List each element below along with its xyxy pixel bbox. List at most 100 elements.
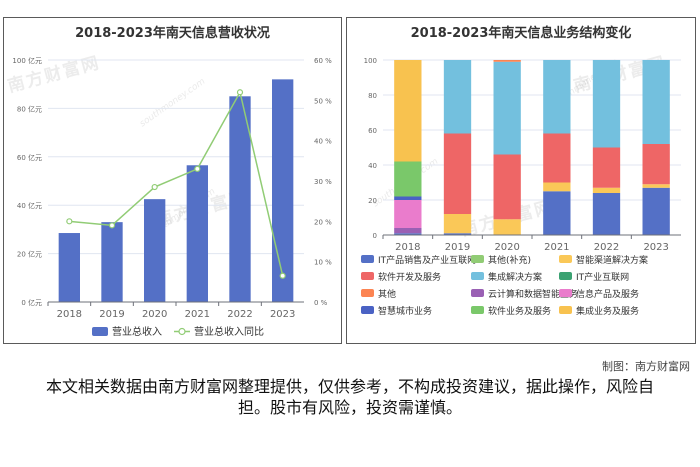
legend-label: IT产品销售及产业互联网 <box>378 254 476 266</box>
stacked-segment <box>394 196 422 200</box>
right-axis-tick-label: 60 % <box>314 57 332 65</box>
legend-label: 营业总收入同比 <box>194 325 264 338</box>
stacked-segment <box>543 182 571 192</box>
right-axis-tick-label: 40 % <box>314 138 332 146</box>
y-axis-tick-label: 0 <box>373 232 377 240</box>
right-axis-tick-label: 0 % <box>314 299 328 307</box>
legend-label: IT产业互联网 <box>576 271 629 283</box>
legend-swatch <box>471 255 484 263</box>
legend-label: 软件开发及服务 <box>378 271 441 283</box>
stacked-segment <box>592 60 621 148</box>
legend-label: 智能渠道解决方案 <box>576 254 648 266</box>
x-axis-tick-label: 2020 <box>494 242 519 253</box>
revenue-bar <box>272 79 294 302</box>
stacked-segment <box>394 200 422 228</box>
revenue-chart-title: 2018-2023年南天信息营收状况 <box>75 26 270 41</box>
revenue-bar <box>58 233 80 302</box>
stacked-segment <box>642 187 670 235</box>
stacked-segment <box>642 184 670 188</box>
legend-swatch <box>559 255 572 263</box>
y-axis-tick-label: 80 <box>368 92 377 100</box>
x-axis-tick-label: 2022 <box>594 242 619 253</box>
stacked-segment <box>493 154 521 220</box>
stacked-segment <box>394 233 422 235</box>
legend-swatch <box>559 272 572 280</box>
revenue-chart: 0 亿元 20 亿元 40 亿元 60 亿元 80 亿元 100 亿元 0 % 10 % 20 … <box>12 56 332 338</box>
growth-point <box>108 222 116 229</box>
stacked-segment <box>443 214 472 234</box>
x-axis-tick-label: 2021 <box>185 309 210 320</box>
legend-swatch <box>559 306 572 314</box>
legend-label: 营业总收入 <box>112 325 162 338</box>
stacked-segment <box>592 187 621 193</box>
growth-line <box>69 90 284 276</box>
business-structure-chart-title: 2018-2023年南天信息业务结构变化 <box>410 26 632 41</box>
x-axis-tick-label: 2018 <box>57 309 82 320</box>
legend-label: 软件业务及服务 <box>488 305 551 317</box>
growth-point <box>236 89 244 96</box>
stacked-segment <box>443 60 472 134</box>
x-axis-tick-label: 2019 <box>445 242 470 253</box>
chart-credit: 制图：南方财富网 <box>602 360 690 373</box>
stacked-segment <box>493 219 521 235</box>
stacked-segment <box>394 228 422 234</box>
revenue-bar <box>186 165 208 302</box>
legend-label: 其他(补充) <box>488 254 531 266</box>
legend-swatch-marker <box>178 327 186 336</box>
growth-point <box>151 183 158 191</box>
legend-swatch <box>361 255 374 263</box>
stacked-segment <box>493 61 521 155</box>
right-axis-tick-label: 50 % <box>314 97 332 105</box>
legend-swatch <box>471 289 484 297</box>
y-axis-tick-label: 20 <box>368 197 377 205</box>
legend-label: 集成业务及服务 <box>576 305 639 317</box>
legend-label: 智慧城市业务 <box>378 305 432 317</box>
stacked-segment <box>394 161 422 197</box>
x-axis-tick-label: 2020 <box>142 309 167 320</box>
legend-swatch <box>361 306 374 314</box>
stacked-segment <box>543 191 571 235</box>
left-axis-tick-label: 100 亿元 <box>12 56 42 65</box>
y-axis-tick-label: 60 <box>368 127 377 135</box>
x-axis-tick-label: 2022 <box>227 309 252 320</box>
left-axis-tick-label: 40 亿元 <box>17 201 42 210</box>
growth-point <box>66 218 73 225</box>
right-axis-tick-label: 30 % <box>314 178 332 186</box>
x-axis-tick-label: 2023 <box>643 242 668 253</box>
x-axis-tick-label: 2023 <box>270 309 295 320</box>
stacked-segment <box>543 133 571 183</box>
legend-swatch <box>361 289 374 297</box>
legend-swatch <box>471 272 484 280</box>
stacked-segment <box>642 144 670 185</box>
legend-swatch <box>559 289 572 297</box>
stacked-segment <box>493 60 521 62</box>
business-structure-chart-panel: 2018-2023年南天信息业务结构变化 南方财富网 南方财富网 southmo… <box>346 17 696 344</box>
stacked-segment <box>543 60 571 134</box>
right-axis-tick-label: 20 % <box>314 218 332 226</box>
legend-label: 其他 <box>378 288 396 300</box>
disclaimer-text: 本文相关数据由南方财富网整理提供，仅供参考，不构成投资建议，据此操作，风险自担。… <box>45 377 654 417</box>
x-axis-tick-label: 2021 <box>544 242 569 253</box>
business-structure-chart: 0 20 40 60 80 100 2018 2019 2020 2021 2022 2023 IT产品… <box>361 57 681 317</box>
left-axis-tick-label: 20 亿元 <box>17 250 42 259</box>
y-axis-tick-label: 100 <box>364 57 377 65</box>
revenue-bar <box>229 96 251 302</box>
left-axis-tick-label: 60 亿元 <box>17 153 42 162</box>
stacked-segment <box>394 60 422 162</box>
x-axis-tick-label: 2018 <box>395 242 420 253</box>
right-axis-tick-label: 10 % <box>314 259 332 267</box>
legend-swatch-bar <box>92 327 108 336</box>
left-axis-tick-label: 0 亿元 <box>21 298 42 307</box>
stacked-segment <box>443 233 472 235</box>
stacked-segment <box>642 60 670 144</box>
y-axis-tick-label: 40 <box>368 162 377 170</box>
x-axis-tick-label: 2019 <box>99 309 124 320</box>
revenue-bar <box>101 222 123 302</box>
left-axis-tick-label: 80 亿元 <box>17 104 42 113</box>
revenue-chart-panel: 2018-2023年南天信息营收状况 南方财富网 南方财富网 southmone… <box>3 17 342 344</box>
growth-point <box>279 272 286 279</box>
growth-point <box>194 165 201 172</box>
revenue-bar <box>144 199 166 302</box>
legend-label: 集成解决方案 <box>488 271 542 283</box>
legend-swatch <box>471 306 484 314</box>
